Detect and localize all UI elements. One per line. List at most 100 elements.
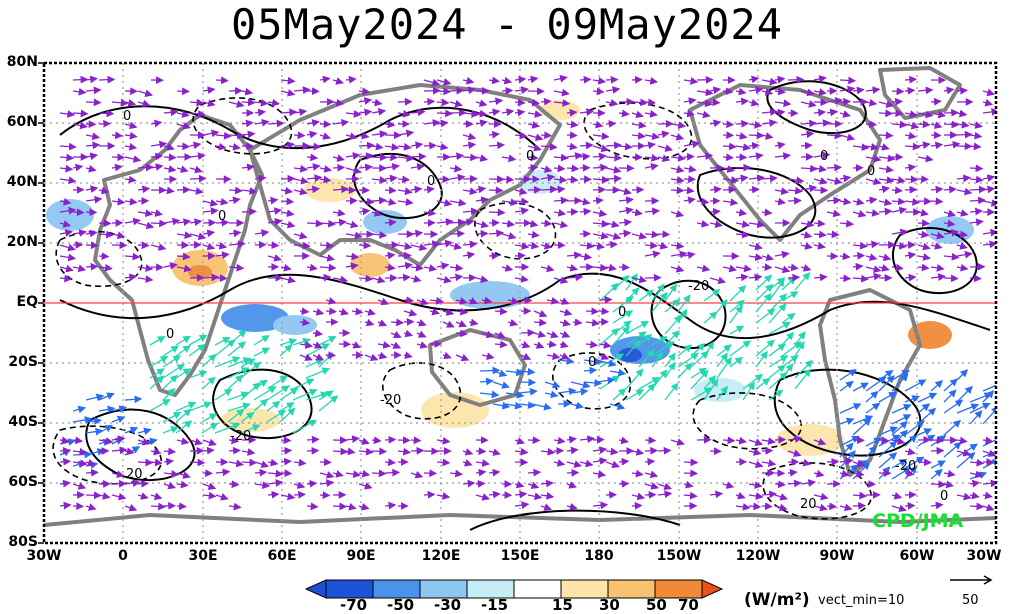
flux-vector xyxy=(944,124,958,125)
flux-vector xyxy=(411,451,423,452)
flux-vector xyxy=(86,266,97,267)
flux-vector xyxy=(541,135,551,136)
flux-vector xyxy=(73,79,87,80)
flux-vector xyxy=(521,333,534,334)
flux-vector xyxy=(840,278,850,279)
flux-vector xyxy=(528,472,540,473)
flux-vector xyxy=(138,245,148,246)
flux-vector xyxy=(684,156,694,157)
flux-vector xyxy=(606,124,615,125)
legend-tick: 50 xyxy=(646,596,667,614)
contour-label: -20 xyxy=(895,459,916,474)
flux-vector xyxy=(931,451,943,452)
flux-vector xyxy=(281,461,291,462)
flux-vector xyxy=(242,211,256,212)
lon-label: 0 xyxy=(93,548,153,564)
flux-vector xyxy=(164,157,175,158)
flux-vector xyxy=(391,322,403,323)
flux-vector xyxy=(489,190,502,191)
flux-vector xyxy=(476,483,484,484)
flux-vector xyxy=(606,80,617,81)
flux-vector xyxy=(372,157,386,158)
flux-vector xyxy=(749,506,760,507)
flux-vector xyxy=(580,79,590,80)
flux-vector xyxy=(762,506,772,507)
flux-vector xyxy=(879,135,892,136)
flux-vector xyxy=(138,483,148,484)
flux-vector xyxy=(307,506,317,507)
flux-vector xyxy=(86,472,98,473)
lon-label: 90W xyxy=(807,548,867,564)
shade-blob xyxy=(273,315,317,335)
flux-vector xyxy=(521,300,531,301)
flux-vector xyxy=(723,440,734,441)
flux-vector xyxy=(554,168,564,169)
flux-vector xyxy=(840,102,850,103)
flux-vector xyxy=(294,494,305,495)
shade-blob xyxy=(46,199,94,231)
flux-vector xyxy=(970,278,981,279)
flux-vector xyxy=(528,440,539,441)
contour-label: 0 xyxy=(427,174,435,189)
flux-vector xyxy=(255,245,265,246)
contour-label: 0 xyxy=(123,109,131,124)
legend-tick: -30 xyxy=(434,596,461,614)
flux-vector xyxy=(437,113,452,114)
flux-vector xyxy=(879,440,888,441)
flux-vector xyxy=(190,178,205,179)
flux-vector xyxy=(736,157,746,158)
flux-vector xyxy=(645,461,654,462)
contour-label: 0 xyxy=(218,209,226,224)
flux-vector xyxy=(437,179,449,180)
flux-vector xyxy=(944,278,957,279)
flux-vector xyxy=(411,440,420,441)
flux-vector xyxy=(775,484,785,485)
flux-vector xyxy=(931,135,940,136)
flux-vector xyxy=(957,134,971,135)
flux-vector xyxy=(398,255,411,256)
flux-vector xyxy=(931,484,945,485)
flux-vector xyxy=(866,124,876,125)
flux-vector xyxy=(970,506,983,507)
lon-label: 180 xyxy=(569,548,629,564)
lon-label: 120W xyxy=(728,548,788,564)
lat-label: 80N xyxy=(0,54,38,70)
shade-blob xyxy=(926,216,974,244)
flux-vector xyxy=(645,102,655,103)
flux-vector xyxy=(73,113,87,114)
contour-label: 0 xyxy=(588,355,596,370)
flux-vector xyxy=(385,440,395,441)
flux-vector xyxy=(827,167,841,168)
contour-label: -20 xyxy=(688,279,709,294)
flux-vector xyxy=(489,212,504,213)
flux-vector xyxy=(268,245,278,246)
flux-vector xyxy=(333,167,344,168)
legend-end-right xyxy=(702,580,722,598)
flux-vector xyxy=(684,179,695,180)
flux-vector xyxy=(99,113,113,114)
flux-vector xyxy=(593,167,607,168)
vector-min-note: vect_min=10 xyxy=(818,593,904,608)
shade-blob xyxy=(363,210,407,234)
flux-vector xyxy=(684,473,697,474)
flux-vector xyxy=(606,244,617,245)
flux-vector xyxy=(359,91,369,92)
flux-vector xyxy=(112,135,122,136)
flux-vector xyxy=(788,472,797,473)
flux-vector xyxy=(489,256,498,257)
flux-vector xyxy=(586,311,598,312)
flux-vector xyxy=(203,450,214,451)
contour-label: 0 xyxy=(526,149,534,164)
flux-vector xyxy=(580,211,590,212)
flux-vector xyxy=(593,190,605,191)
flux-vector xyxy=(359,245,370,246)
flux-vector xyxy=(944,113,958,114)
lon-label: 90E xyxy=(331,548,391,564)
flux-vector xyxy=(190,462,204,463)
flux-vector xyxy=(424,494,434,495)
flux-vector xyxy=(580,156,589,157)
lat-label: 40S xyxy=(0,414,38,430)
flux-vector xyxy=(632,80,642,81)
flux-vector xyxy=(229,190,242,191)
